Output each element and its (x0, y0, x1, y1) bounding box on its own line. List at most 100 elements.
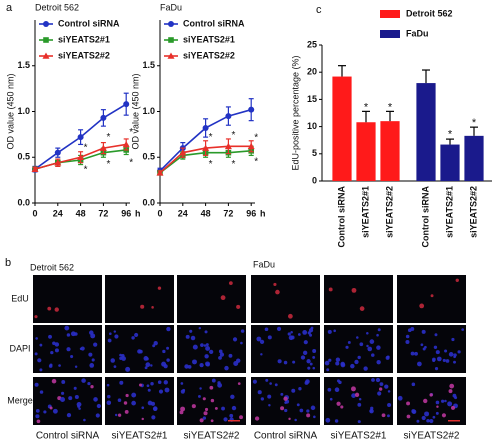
cell (283, 360, 288, 365)
cell (61, 380, 66, 384)
cell (143, 356, 149, 361)
cell (306, 359, 311, 364)
cell (47, 306, 52, 311)
cell (434, 333, 438, 337)
cell (260, 397, 265, 401)
column-label: siYEATS2#1 (331, 431, 387, 442)
cell (199, 387, 202, 390)
annotation: * (129, 127, 133, 138)
cell (109, 332, 112, 336)
cell (284, 408, 288, 413)
cell (334, 419, 339, 423)
micrograph (324, 275, 393, 323)
cell (287, 313, 293, 319)
group-title: Detroit 562 (30, 262, 74, 272)
cell (411, 382, 416, 387)
cell (220, 295, 226, 301)
legend-marker (43, 37, 49, 43)
cell (96, 403, 102, 409)
cell (202, 416, 207, 420)
cell (436, 356, 442, 362)
cell (114, 413, 118, 417)
annotation: * (472, 117, 477, 129)
cell (327, 387, 332, 392)
cell (357, 420, 361, 424)
cell (294, 418, 297, 422)
cell (367, 346, 373, 352)
cell (421, 329, 426, 334)
marker (122, 140, 130, 148)
cell (158, 389, 164, 394)
cell (151, 415, 156, 420)
y-tick-label: 0.0 (17, 197, 30, 207)
marker (225, 113, 232, 120)
cell (442, 358, 446, 362)
micrograph (397, 325, 466, 373)
legend-marker (43, 21, 49, 27)
marker (31, 165, 39, 172)
cell (345, 345, 349, 349)
cell (37, 358, 42, 363)
cell (39, 368, 43, 372)
cell (54, 348, 59, 353)
cell (146, 384, 150, 388)
cell (218, 355, 222, 360)
column-label: siYEATS2#1 (112, 431, 168, 442)
cell (406, 414, 411, 419)
micrograph (251, 275, 320, 323)
annotation: * (106, 132, 110, 143)
cell (185, 334, 190, 339)
cell (209, 385, 214, 390)
cell (325, 417, 331, 423)
cell (34, 315, 38, 319)
cell (376, 333, 379, 337)
cell (267, 394, 272, 399)
cell (351, 393, 356, 399)
y-tick-label: 10 (307, 121, 317, 131)
cell (265, 378, 269, 382)
cell (420, 343, 424, 347)
cell (166, 326, 171, 332)
x-tick-label: 0 (32, 208, 37, 218)
error-bar (470, 126, 478, 136)
cell (192, 344, 198, 350)
cell (256, 336, 262, 342)
cell (106, 383, 110, 387)
cell (416, 419, 420, 423)
cell (366, 332, 369, 335)
cell (371, 353, 375, 357)
cell (81, 378, 86, 383)
cell (340, 362, 346, 368)
micrograph (105, 275, 174, 323)
cell (203, 411, 208, 416)
cell (93, 342, 98, 347)
cell (34, 352, 38, 356)
cell (145, 362, 151, 368)
y-axis-label: EdU-positive percentage (%) (290, 55, 300, 170)
cell (290, 335, 295, 340)
cell (302, 330, 308, 335)
marker (77, 153, 85, 161)
column-label: siYEATS2#2 (404, 431, 460, 442)
cell (376, 359, 381, 365)
x-tick-label: siYEATS2#1 (360, 186, 370, 238)
cell (423, 398, 428, 404)
cell (260, 353, 263, 356)
cell (70, 354, 74, 359)
cell (240, 329, 245, 333)
cell (190, 335, 196, 341)
cell (48, 334, 52, 339)
legend-marker (168, 21, 174, 27)
cell (441, 399, 445, 403)
cell (308, 328, 314, 333)
marker (224, 142, 232, 150)
cell (50, 350, 54, 355)
cell (139, 349, 143, 354)
cell (78, 407, 81, 410)
cell (430, 294, 434, 298)
cell (157, 380, 162, 384)
cell (74, 365, 78, 368)
cell (119, 380, 124, 385)
row-label: DAPI (9, 343, 30, 353)
row-label: Merge (7, 395, 33, 405)
